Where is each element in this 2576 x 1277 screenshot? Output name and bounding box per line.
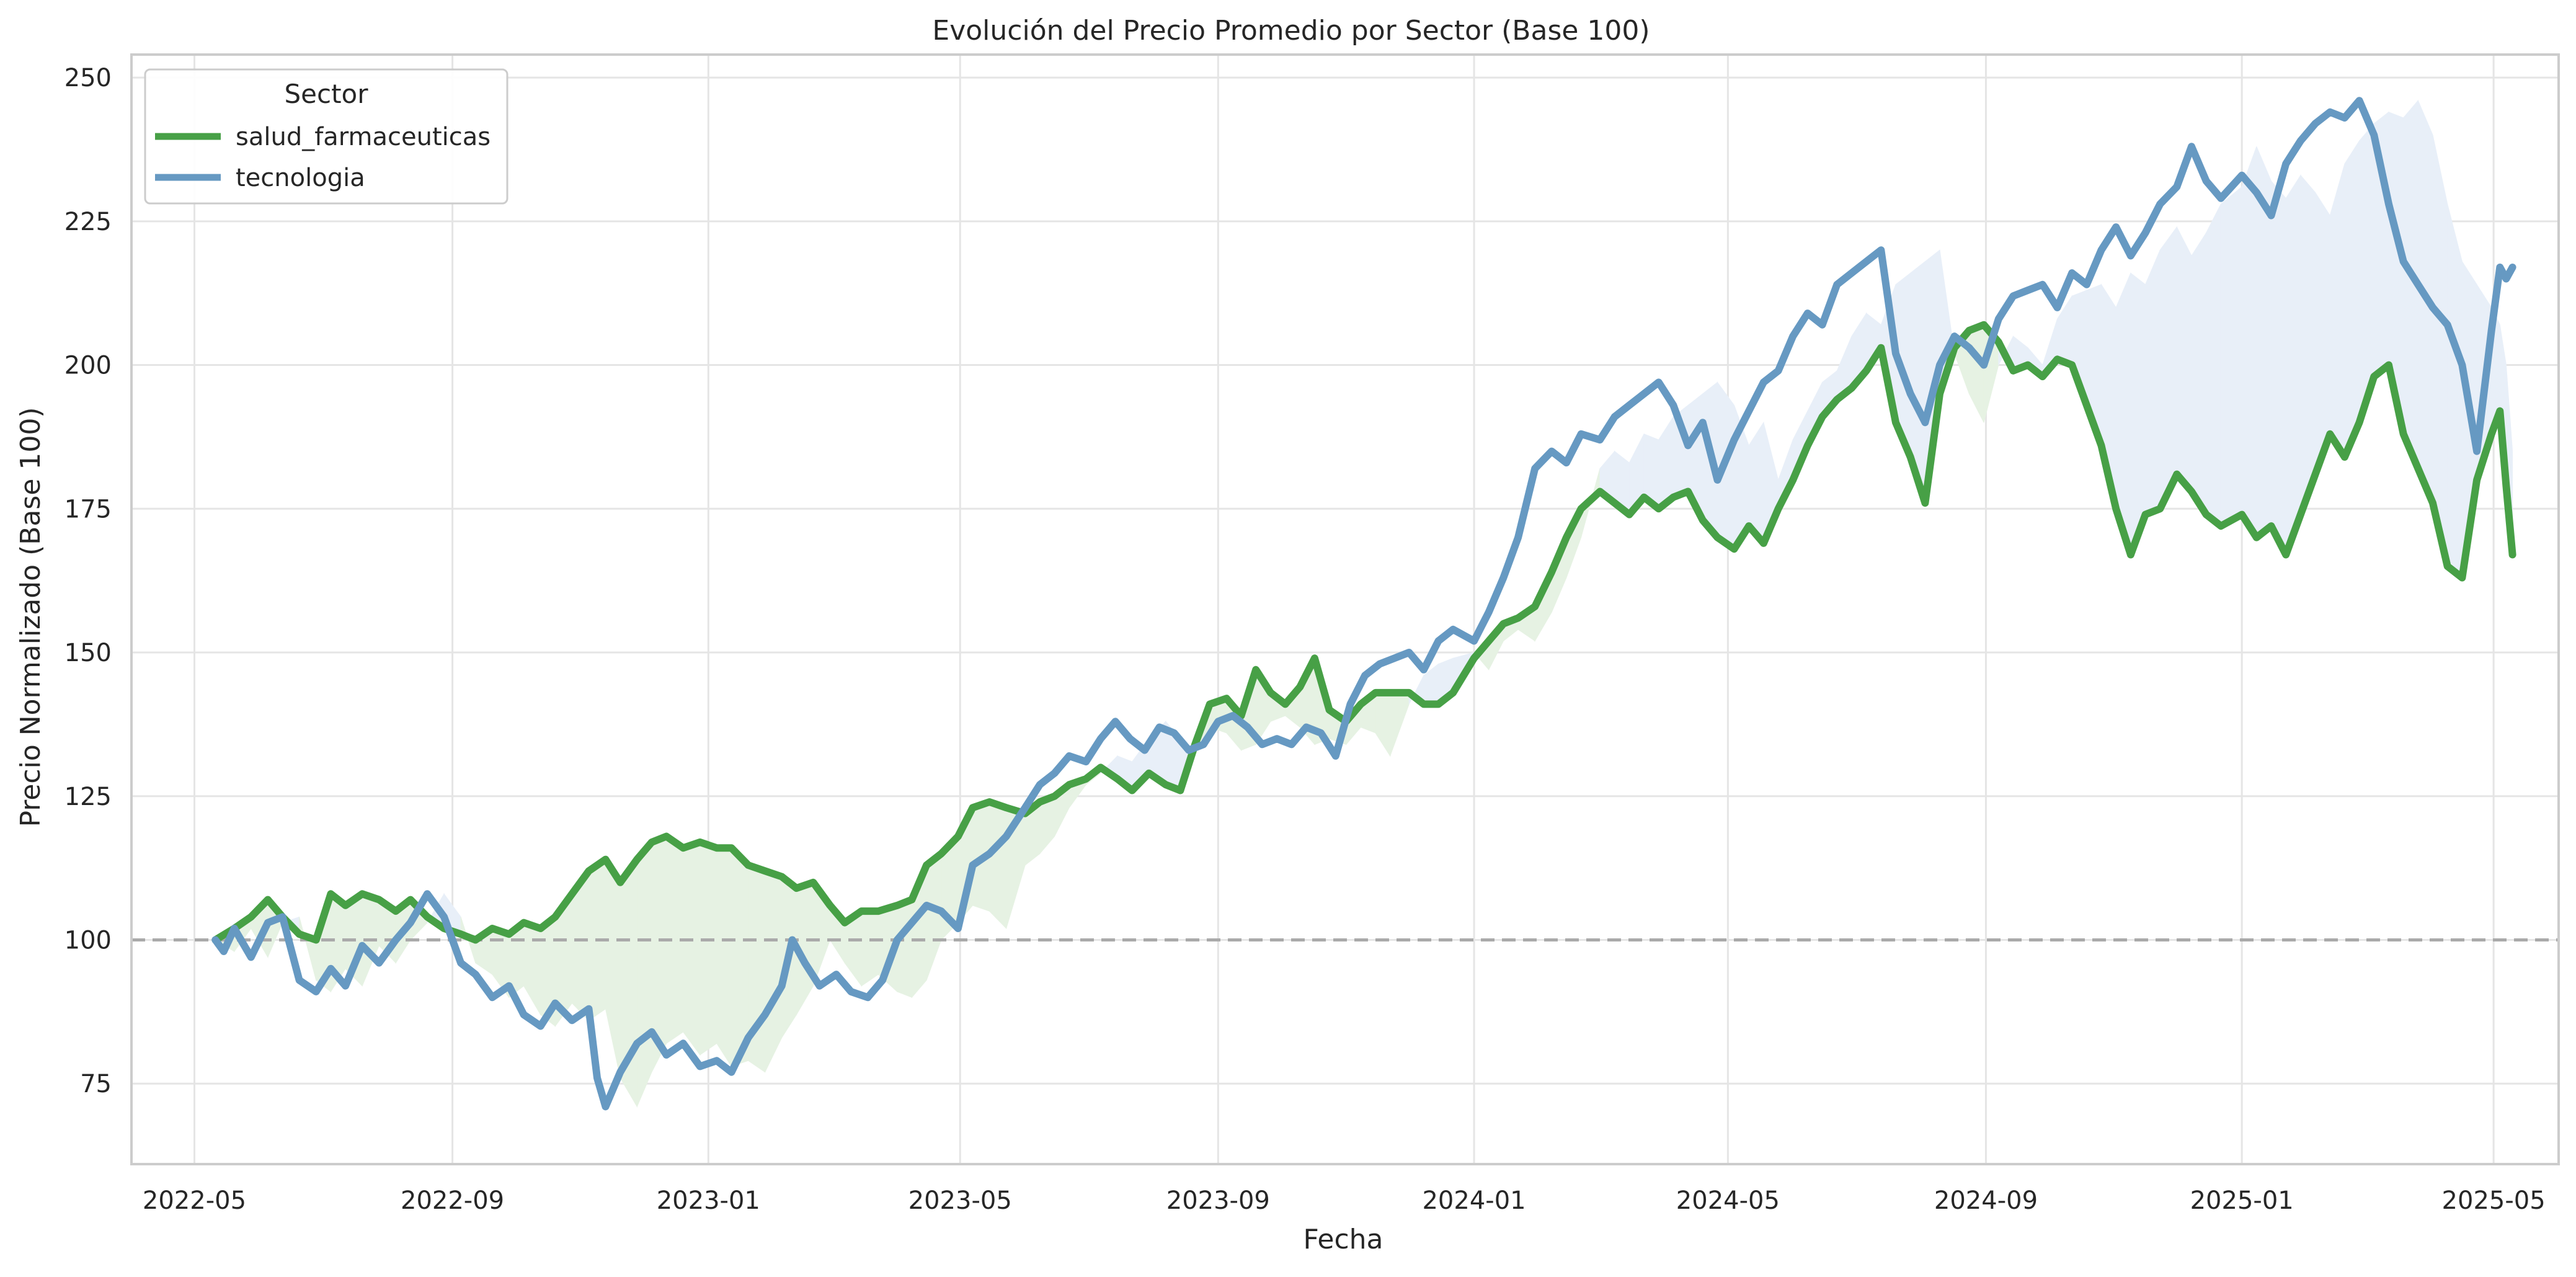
series-line-salud-farmaceuticas	[211, 321, 2516, 944]
y-tick-175: 175	[64, 495, 112, 523]
x-tick-2023-05: 2023-05	[908, 1186, 1012, 1215]
fill-segment	[2220, 186, 2242, 527]
y-tick-75: 75	[80, 1070, 112, 1098]
y-tick-labels: 75 100 125 150 175 200 225 250	[64, 64, 112, 1098]
x-tick-labels: 2022-05 2022-09 2023-01 2023-05 2023-09 2024-…	[143, 1186, 2546, 1215]
legend: Sector salud_farmaceuticas tecnologia	[144, 68, 509, 205]
x-tick-2025-05: 2025-05	[2442, 1186, 2546, 1215]
fill-segment	[2145, 249, 2161, 515]
fill-segment	[700, 842, 717, 1056]
fill-segment	[731, 847, 749, 1067]
x-tick-2024-01: 2024-01	[1422, 1186, 1526, 1215]
y-tick-225: 225	[64, 208, 112, 236]
x-axis-title: Fecha	[1303, 1224, 1383, 1255]
x-tick-2025-01: 2025-01	[2190, 1186, 2294, 1215]
y-tick-200: 200	[64, 352, 112, 380]
y-tick-100: 100	[64, 926, 112, 954]
fill-segment	[2176, 226, 2192, 492]
y-tick-125: 125	[64, 783, 112, 811]
fill-segment	[897, 899, 912, 998]
y-tick-250: 250	[64, 64, 112, 92]
x-tick-2023-09: 2023-09	[1166, 1186, 1270, 1215]
legend-label-tecnologia: tecnologia	[236, 164, 365, 192]
x-tick-2024-09: 2024-09	[1934, 1186, 2038, 1215]
fill-segment	[2271, 180, 2286, 555]
fill-segment	[636, 841, 652, 1107]
legend-label-salud-farmaceuticas: salud_farmaceuticas	[236, 123, 491, 151]
fill-segment	[748, 865, 766, 1073]
x-tick-2022-05: 2022-05	[143, 1186, 246, 1215]
x-tick-2023-01: 2023-01	[657, 1186, 760, 1215]
x-tick-2022-09: 2022-09	[401, 1186, 504, 1215]
fill-segment	[2285, 174, 2301, 555]
chart-title: Evolución del Precio Promedio por Sector…	[932, 15, 1650, 47]
fill-segment	[2159, 226, 2177, 509]
fill-segment	[2206, 203, 2221, 527]
fill-segment	[2241, 146, 2257, 539]
fill-segment	[989, 801, 1007, 930]
legend-box	[144, 68, 509, 205]
fill-segment	[2191, 231, 2207, 516]
fill-segment	[716, 847, 732, 1068]
fill-segment	[2329, 163, 2345, 458]
y-axis-title: Precio Normalizado (Base 100)	[15, 407, 47, 827]
fill-segment	[861, 910, 879, 987]
fill-segment	[2447, 203, 2463, 579]
series-lines	[211, 97, 2516, 1111]
y-tick-150: 150	[64, 639, 112, 667]
x-tick-2024-05: 2024-05	[1676, 1186, 1780, 1215]
series-line-tecnologia	[211, 97, 2516, 1111]
fill-segment	[765, 870, 783, 1072]
legend-title: Sector	[284, 79, 368, 109]
plot-frame	[130, 53, 2560, 1165]
fill-segment	[2300, 174, 2316, 515]
fill-segment	[2344, 140, 2360, 458]
fill-segment	[683, 842, 701, 1056]
